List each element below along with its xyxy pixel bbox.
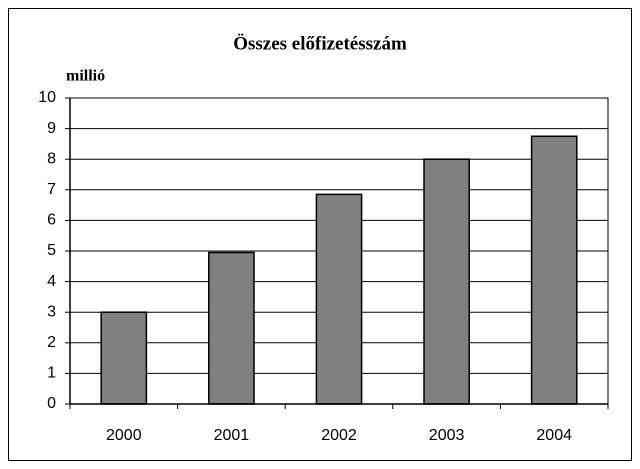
y-tick-label: 8: [47, 150, 56, 167]
x-tick-label: 2004: [536, 427, 572, 444]
y-tick-label: 4: [47, 273, 56, 290]
y-tick-label: 1: [47, 365, 56, 382]
x-tick-label: 2002: [321, 427, 357, 444]
y-axis-label: millió: [66, 68, 105, 85]
bar: [100, 311, 148, 405]
bar: [315, 193, 363, 405]
x-tick-label: 2000: [106, 427, 142, 444]
bar: [208, 251, 255, 405]
y-tick-label: 2: [47, 334, 56, 351]
y-tick-label: 9: [47, 120, 56, 137]
bar: [530, 135, 578, 405]
y-tick-label: 3: [47, 303, 56, 320]
y-tick-label: 7: [47, 181, 56, 198]
y-tick-label: 5: [47, 242, 56, 259]
y-tick-label: 0: [47, 395, 56, 412]
x-tick-label: 2003: [429, 427, 465, 444]
x-tick-label: 2001: [214, 427, 250, 444]
y-tick-label: 6: [47, 212, 56, 229]
chart-title: Összes előfizetésszám: [233, 33, 407, 54]
y-tick-label: 10: [38, 89, 56, 106]
bar: [423, 158, 470, 405]
